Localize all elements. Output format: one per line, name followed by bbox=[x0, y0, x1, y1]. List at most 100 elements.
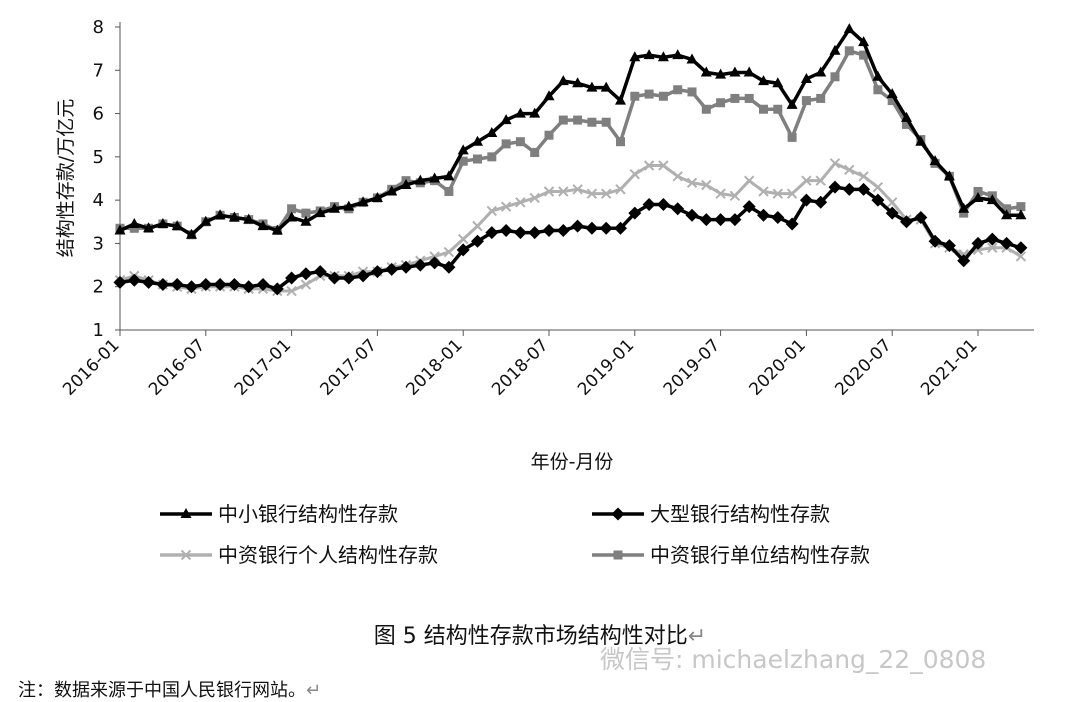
series-line bbox=[119, 27, 1021, 237]
data-point bbox=[143, 222, 155, 233]
data-point bbox=[299, 267, 313, 281]
legend-item: 大型银行结构性存款 bbox=[592, 502, 830, 526]
data-point bbox=[429, 172, 441, 183]
data-point bbox=[1014, 241, 1028, 255]
data-point bbox=[572, 77, 584, 88]
data-point bbox=[286, 211, 298, 222]
data-point bbox=[285, 271, 299, 285]
data-point bbox=[214, 209, 226, 220]
data-point bbox=[959, 208, 969, 218]
y-tick-labels: 1 2 3 4 5 6 7 8 bbox=[93, 17, 104, 341]
data-point bbox=[658, 91, 668, 101]
figure-caption: 图 5 结构性存款市场结构性对比↵ bbox=[0, 618, 1080, 650]
data-point bbox=[842, 182, 856, 196]
data-point bbox=[314, 207, 326, 218]
data-point bbox=[328, 271, 341, 285]
data-point bbox=[828, 180, 842, 194]
data-point bbox=[857, 182, 871, 196]
data-point bbox=[586, 81, 598, 92]
data-point bbox=[501, 139, 511, 149]
data-point bbox=[844, 164, 855, 176]
data-point bbox=[385, 262, 399, 276]
data-point bbox=[428, 256, 442, 270]
data-point bbox=[628, 206, 642, 220]
data-point bbox=[900, 215, 913, 229]
data-point bbox=[715, 188, 726, 199]
return-mark-icon: ↵ bbox=[306, 680, 322, 701]
data-point bbox=[815, 175, 826, 186]
data-point bbox=[287, 204, 297, 214]
data-point bbox=[729, 66, 741, 77]
data-point bbox=[142, 275, 156, 289]
x-tick-label: 2021-01 bbox=[917, 335, 981, 399]
data-point bbox=[672, 49, 684, 60]
legend-label: 中资银行个人结构性存款 bbox=[218, 543, 438, 567]
data-point bbox=[127, 273, 141, 287]
data-point bbox=[701, 104, 711, 114]
data-point bbox=[672, 171, 683, 182]
data-point bbox=[830, 72, 840, 82]
data-point bbox=[1001, 209, 1013, 220]
data-point bbox=[1000, 236, 1014, 250]
data-point bbox=[486, 205, 498, 217]
x-tick-label: 2018-07 bbox=[488, 335, 552, 399]
watermark: 微信号: michaelzhang_22_0808 bbox=[600, 645, 987, 674]
data-point bbox=[499, 223, 513, 237]
data-point bbox=[313, 265, 327, 279]
data-point bbox=[500, 201, 512, 212]
data-point bbox=[444, 186, 454, 196]
data-point bbox=[773, 104, 783, 114]
data-point bbox=[785, 217, 799, 231]
data-point bbox=[300, 279, 312, 290]
data-point bbox=[872, 70, 884, 81]
x-tick-label: 2016-07 bbox=[145, 335, 209, 399]
data-point bbox=[642, 197, 656, 211]
data-point bbox=[370, 265, 384, 279]
data-point bbox=[257, 220, 269, 231]
data-point bbox=[1016, 202, 1026, 212]
data-point bbox=[929, 155, 941, 166]
data-point bbox=[644, 89, 654, 99]
legend-item: 中小银行结构性存款 bbox=[160, 502, 398, 526]
data-point bbox=[472, 220, 483, 232]
data-point bbox=[787, 132, 797, 142]
data-point bbox=[515, 137, 525, 147]
data-point bbox=[858, 36, 870, 47]
data-point bbox=[457, 233, 469, 245]
data-point bbox=[301, 208, 311, 218]
data-point bbox=[700, 66, 712, 77]
data-point bbox=[687, 87, 697, 97]
x-axis-label: 年份-月份 bbox=[531, 451, 614, 473]
data-point bbox=[758, 186, 769, 197]
data-point bbox=[859, 50, 869, 60]
y-tick-label: 1 bbox=[93, 320, 104, 341]
return-mark-icon: ↵ bbox=[687, 624, 707, 649]
legend-label: 大型银行结构性存款 bbox=[650, 502, 830, 526]
data-point bbox=[442, 260, 456, 274]
x-tick-labels: 2016-01 2016-07 2017-01 2017-07 2018-01 2018-… bbox=[59, 335, 981, 399]
data-point bbox=[342, 271, 356, 285]
data-point bbox=[186, 228, 197, 239]
data-point bbox=[270, 282, 284, 296]
data-point bbox=[885, 206, 899, 220]
data-point bbox=[799, 193, 813, 207]
data-point bbox=[128, 217, 140, 228]
data-point bbox=[571, 219, 585, 233]
data-point bbox=[915, 135, 927, 146]
data-point bbox=[242, 280, 256, 294]
source-note-text: 注：数据来源于中国人民银行网站。 bbox=[18, 680, 306, 701]
data-point bbox=[871, 193, 885, 207]
data-point bbox=[413, 258, 427, 272]
data-point bbox=[844, 46, 854, 56]
data-point bbox=[957, 254, 971, 268]
legend-marker bbox=[180, 549, 192, 561]
y-tick-label: 2 bbox=[93, 277, 104, 298]
data-point bbox=[171, 220, 183, 231]
x-tick-label: 2017-01 bbox=[231, 335, 295, 399]
data-point bbox=[987, 242, 998, 253]
data-point bbox=[227, 278, 241, 292]
y-axis-label: 结构性存款/万亿元 bbox=[55, 99, 77, 257]
data-point bbox=[986, 194, 998, 205]
